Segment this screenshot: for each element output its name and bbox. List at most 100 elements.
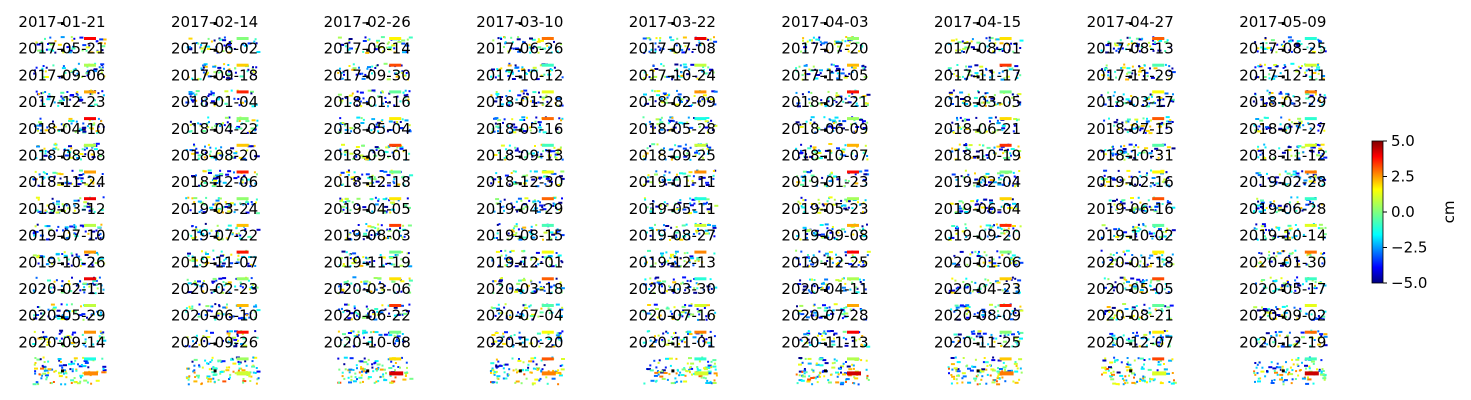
- pixel: [1003, 77, 1006, 80]
- pixel: [34, 170, 37, 173]
- pixel: [237, 98, 240, 100]
- pixel: [1262, 157, 1267, 160]
- panel-title: 2019-08-03: [324, 227, 411, 245]
- reference-point: [1129, 48, 1133, 52]
- pixel: [61, 97, 64, 100]
- pixel: [653, 75, 658, 78]
- pixel: [504, 174, 509, 177]
- pixel: [219, 169, 222, 172]
- reference-point: [1129, 75, 1133, 79]
- pixel: [64, 71, 67, 74]
- pixel: [651, 89, 654, 92]
- pixel: [954, 158, 959, 161]
- pixel: [548, 180, 553, 183]
- pixel: [671, 116, 674, 119]
- pixel: [195, 42, 198, 44]
- pixel: [382, 184, 385, 187]
- pixel: [859, 96, 861, 99]
- pixel: [508, 89, 511, 92]
- pixel: [388, 129, 393, 131]
- pixel: [554, 153, 559, 156]
- pixel: [223, 36, 226, 39]
- pixel: [557, 131, 560, 134]
- pixel: [347, 303, 350, 306]
- pixel: [1144, 131, 1147, 134]
- pixel: [382, 125, 385, 128]
- pixel: [244, 182, 247, 185]
- pixel: [820, 43, 823, 46]
- pixel: [1001, 70, 1004, 73]
- pixel: [1269, 47, 1272, 50]
- pixel: [229, 124, 232, 127]
- pixel: [530, 47, 533, 50]
- pixel: [961, 101, 964, 104]
- panel-title: 2019-03-12: [18, 200, 105, 218]
- pixel: [189, 95, 192, 98]
- pixel: [1152, 100, 1155, 103]
- panel-title: 2018-12-06: [171, 173, 258, 191]
- pixel: [507, 64, 512, 67]
- pixel: [353, 179, 355, 182]
- pixel: [1016, 72, 1019, 75]
- pixel: [1268, 97, 1271, 100]
- panel-2017-08-13: 2017-08-13: [1087, 40, 1176, 81]
- pixel: [375, 147, 380, 150]
- pixel: [557, 150, 559, 153]
- pixel: [253, 40, 256, 43]
- pixel: [403, 184, 406, 187]
- pixel: [1316, 153, 1319, 156]
- pixel: [356, 116, 361, 119]
- pixel: [91, 156, 96, 159]
- panel-2017-04-03: 2017-04-03: [781, 13, 869, 54]
- pixel: [523, 249, 526, 252]
- pixel: [46, 98, 51, 101]
- pixel: [250, 145, 255, 148]
- pixel: [951, 147, 954, 150]
- pixel: [1286, 126, 1289, 129]
- pixel: [407, 98, 410, 101]
- pixel-patch: [389, 143, 402, 147]
- pixel: [227, 170, 232, 173]
- panel-title: 2017-10-24: [629, 66, 716, 84]
- pixel: [508, 62, 511, 65]
- pixel: [517, 70, 520, 72]
- pixel: [993, 101, 996, 103]
- pixel: [529, 51, 532, 54]
- pixel: [1017, 145, 1020, 148]
- pixel: [355, 182, 357, 185]
- pixel: [1278, 147, 1281, 150]
- pixel: [72, 45, 75, 48]
- pixel: [340, 171, 345, 174]
- pixel: [98, 42, 103, 45]
- pixel: [492, 178, 497, 181]
- panel-2017-12-11: 2017-12-11: [1239, 66, 1327, 108]
- pixel: [505, 148, 508, 151]
- pixel: [814, 68, 817, 71]
- pixel: [812, 153, 815, 156]
- pixel: [1109, 98, 1112, 101]
- panel-2017-08-01: 2017-08-01: [934, 40, 1022, 81]
- pixel: [36, 223, 39, 226]
- pixel: [69, 156, 73, 159]
- pixel: [348, 94, 353, 97]
- pixel: [402, 150, 405, 153]
- pixel: [810, 91, 813, 94]
- pixel: [405, 51, 408, 54]
- pixel-patch: [999, 143, 1012, 147]
- pixel: [88, 175, 91, 178]
- pixel: [43, 176, 46, 179]
- pixel: [962, 47, 967, 50]
- pixel: [827, 97, 830, 100]
- pixel: [1264, 63, 1266, 66]
- pixel: [49, 155, 52, 158]
- pixel: [1168, 69, 1171, 72]
- pixel: [1294, 249, 1297, 252]
- pixel: [370, 129, 373, 132]
- pixel: [823, 116, 826, 119]
- pixel: [506, 125, 509, 128]
- pixel: [713, 90, 718, 93]
- pixel: [552, 172, 557, 175]
- pixel: [235, 150, 238, 153]
- pixel: [211, 126, 214, 129]
- pixel: [807, 147, 812, 150]
